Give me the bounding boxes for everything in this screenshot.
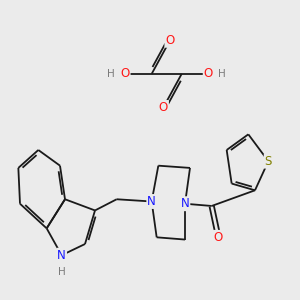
Text: N: N [147,195,156,208]
Text: O: O [165,34,175,47]
Text: N: N [57,249,66,262]
Text: H: H [107,69,115,79]
Text: H: H [218,69,226,79]
Text: O: O [204,68,213,80]
Text: S: S [265,155,272,168]
Text: H: H [58,267,65,277]
Text: O: O [120,68,130,80]
Text: O: O [214,231,223,244]
Text: N: N [181,197,189,210]
Text: O: O [159,101,168,114]
